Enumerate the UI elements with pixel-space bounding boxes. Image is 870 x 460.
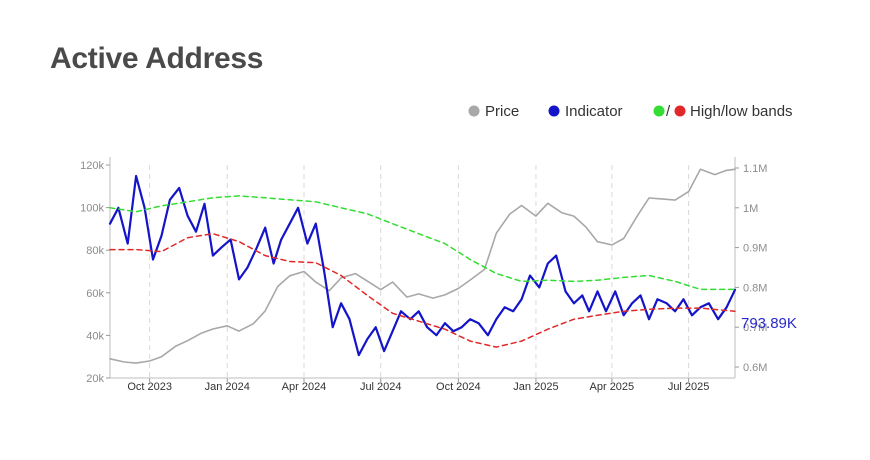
- legend-label: High/low bands: [690, 103, 793, 120]
- y-left-tick-label: 20k: [86, 373, 104, 385]
- x-tick-label: Jan 2025: [513, 381, 558, 393]
- x-tick-label: Jul 2025: [668, 381, 710, 393]
- chart-axes: [106, 157, 739, 382]
- high-band-line: [109, 195, 736, 291]
- y-left-tick-label: 40k: [86, 330, 104, 342]
- legend-separator: /: [666, 103, 671, 120]
- x-tick-label: Jul 2024: [360, 381, 402, 393]
- chart-legend: Price Indicator / High/low bands: [468, 103, 793, 120]
- y-right-tick-label: 1M: [743, 203, 758, 215]
- last-value-label: 793.89K: [741, 315, 797, 332]
- legend-label: Price: [485, 103, 519, 120]
- chart-series: [108, 168, 737, 364]
- x-tick-label: Oct 2024: [436, 381, 481, 393]
- x-tick-label: Jan 2024: [205, 381, 250, 393]
- indicator-line: [108, 174, 737, 357]
- legend-marker: [548, 105, 560, 117]
- y-right-tick-label: 1.1M: [743, 163, 767, 175]
- x-tick-label: Apr 2024: [282, 381, 327, 393]
- page-title: Active Address: [50, 42, 264, 75]
- y-left-tick-label: 80k: [86, 245, 104, 257]
- legend-marker-high: [653, 105, 665, 117]
- y-right-tick-label: 0.6M: [743, 362, 767, 374]
- legend-marker-low: [674, 105, 686, 117]
- y-right-tick-label: 0.9M: [743, 243, 767, 255]
- x-tick-label: Apr 2025: [590, 381, 635, 393]
- y-left-tick-label: 120k: [80, 160, 104, 172]
- legend-label: Indicator: [565, 103, 623, 120]
- low-band-line: [109, 232, 736, 348]
- price-line: [109, 168, 736, 364]
- y-left-tick-label: 60k: [86, 288, 104, 300]
- x-tick-label: Oct 2023: [127, 381, 172, 393]
- legend-marker: [468, 105, 480, 117]
- y-right-tick-label: 0.8M: [743, 282, 767, 294]
- y-right-tick-label: 0.7M: [743, 322, 767, 334]
- chart-labels: Oct 2023 Jan 2024 Apr 2024 Jul 2024 Oct 2024…: [80, 160, 797, 393]
- y-left-tick-label: 100k: [80, 203, 104, 215]
